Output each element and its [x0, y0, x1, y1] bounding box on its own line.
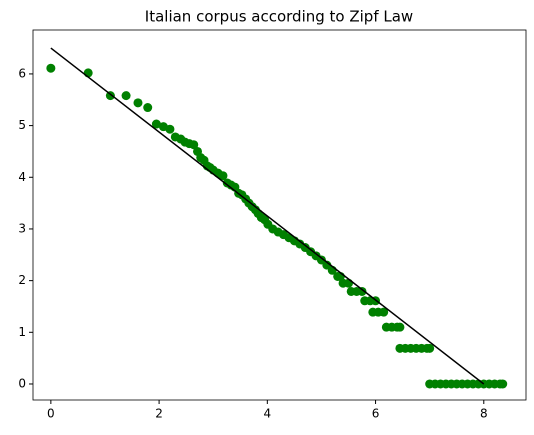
plot-frame — [32, 29, 527, 401]
x-tick-label: 0 — [47, 407, 55, 421]
point — [133, 98, 143, 108]
point — [165, 124, 175, 134]
y-tick-label: 2 — [18, 273, 26, 287]
chart-title: Italian corpus according to Zipf Law — [145, 8, 413, 26]
point — [357, 286, 367, 296]
point — [218, 171, 228, 181]
x-tick-label: 2 — [155, 407, 163, 421]
x-tick-label: 6 — [372, 407, 380, 421]
point — [343, 278, 353, 288]
y-tick-label: 5 — [18, 118, 26, 132]
point — [425, 343, 435, 353]
point — [189, 140, 199, 150]
point — [379, 307, 389, 317]
point — [46, 63, 56, 73]
y-tick-label: 3 — [18, 221, 26, 235]
point — [121, 91, 131, 101]
x-tick-label: 8 — [480, 407, 488, 421]
y-tick-label: 0 — [18, 376, 26, 390]
point — [498, 379, 508, 389]
y-tick-label: 1 — [18, 325, 26, 339]
x-tick-label: 4 — [264, 407, 272, 421]
point — [143, 103, 153, 113]
point — [151, 119, 161, 129]
point — [395, 322, 405, 332]
point — [83, 68, 93, 78]
y-tick-label: 4 — [18, 170, 26, 184]
fit-line — [50, 47, 485, 385]
y-tick-label: 6 — [18, 66, 26, 80]
